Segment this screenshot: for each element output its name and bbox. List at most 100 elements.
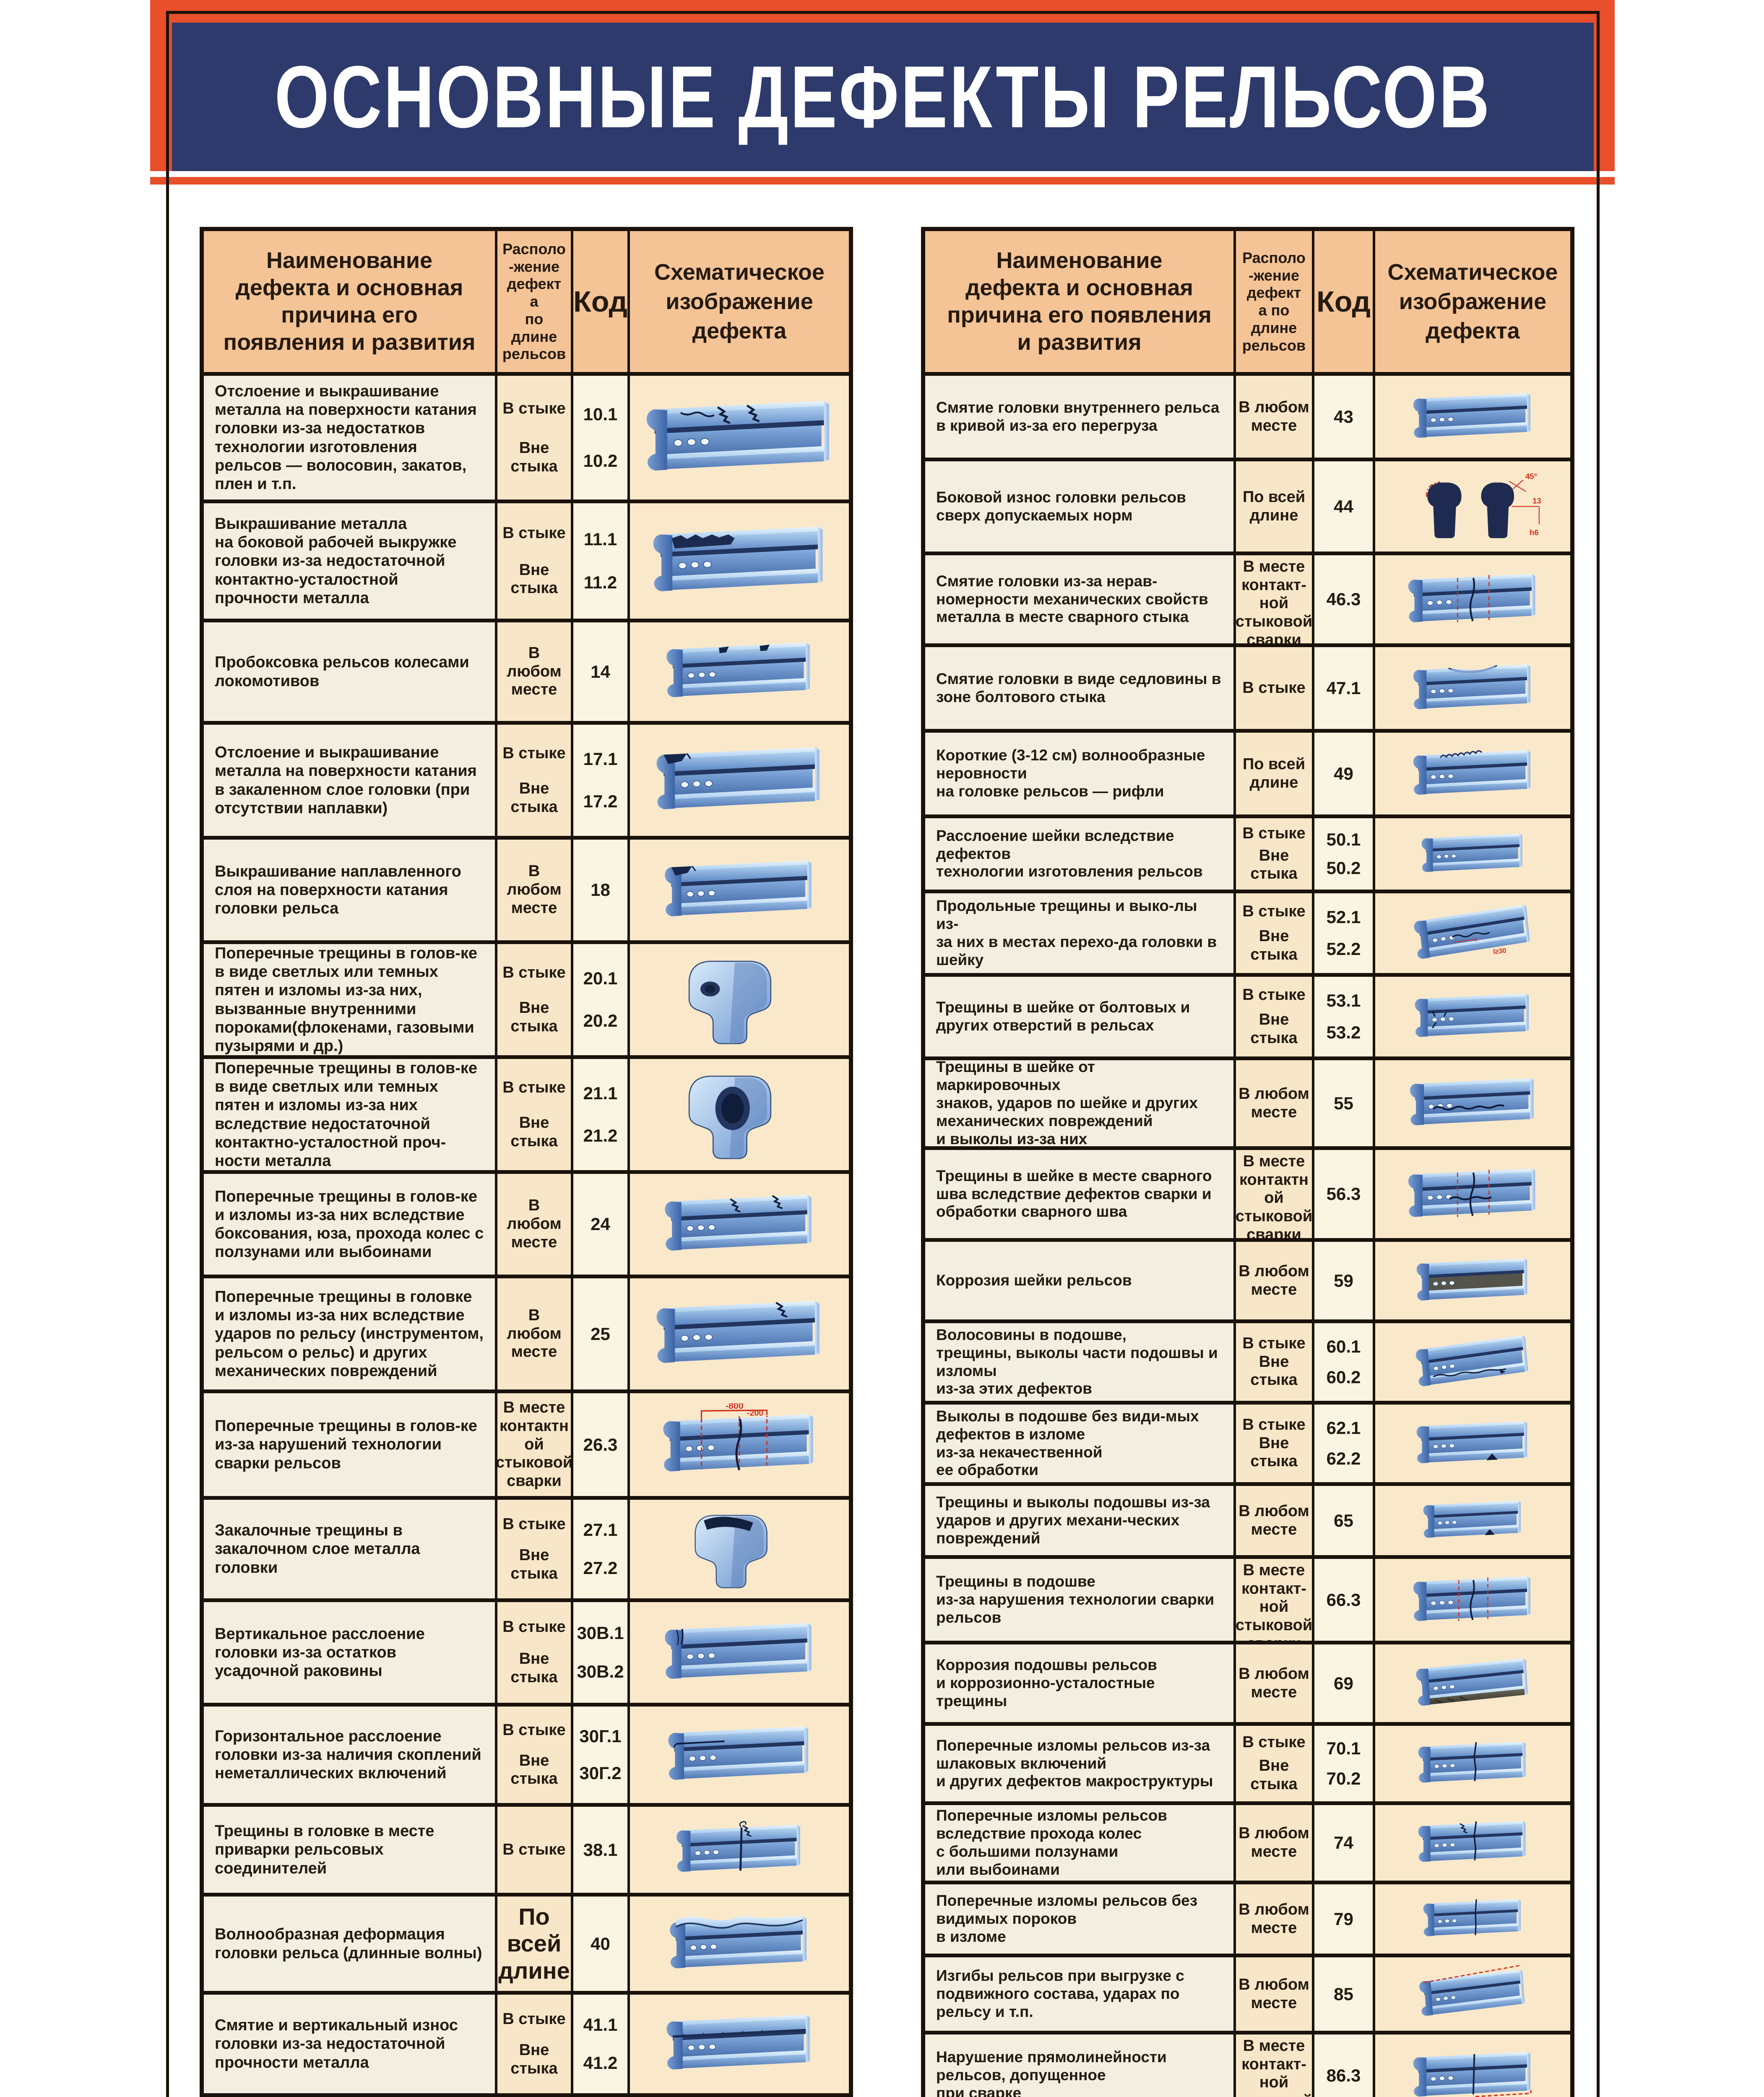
table-row: Смятие головки внутреннего рельса в крив… [925,376,1570,458]
defect-name-cell: Расслоение шейки вследствие дефектов тех… [925,818,1233,890]
table-row: Поперечные трещины в головке и изломы из… [204,1278,849,1389]
defect-location: В месте контакт- ной стыковой сварки [1236,1561,1312,1641]
defect-illustration [665,1194,812,1251]
table-row: Трещины в головке в месте приварки рельс… [204,1807,849,1893]
defect-location: В любом месте [1238,1262,1309,1298]
defect-illustration [1415,1335,1528,1387]
defect-code-cell: 43 [1314,376,1373,458]
svg-text:l≥30: l≥30 [1493,947,1506,956]
defect-name-cell: Изгибы рельсов при выгрузке с подвижного… [925,1957,1233,2031]
defect-code: 49 [1334,763,1353,783]
defect-code: 30В.1 [577,1623,624,1643]
defect-location-cell: В любом месте [1236,1060,1312,1146]
defect-location-cell: В стыке Вне стыка [497,1602,571,1703]
defect-code: 55 [1334,1093,1353,1113]
defect-illustration [656,1301,820,1363]
defect-code: 53.1 [1326,991,1361,1011]
defect-illustration-cell [630,1897,849,1991]
table-rows: Отслоение и выкрашивание металла на пове… [204,376,849,2093]
defect-location: В любом месте [507,1197,562,1251]
defect-location: По всей длине [1242,488,1306,524]
defect-code-cell: 50.1 50.2 [1314,818,1373,890]
defect-illustration-cell [630,944,849,1055]
table-row: Поперечные изломы рельсов из-за шлаковых… [925,1726,1570,1801]
defect-location: Вне стыка [1250,1010,1298,1047]
defect-name-cell: Закалочные трещины в закалочном слое мет… [204,1500,495,1598]
table-row: Горизонтальное расслоение головки из-за … [204,1707,849,1803]
defect-code-cell: 10.1 10.2 [573,376,627,500]
defect-illustration-cell [1375,977,1570,1056]
svg-text:h6: h6 [1530,528,1539,537]
defect-code: 43 [1334,406,1353,427]
defect-code-cell: 40 [573,1897,627,1991]
title-box: ОСНОВНЫЕ ДЕФЕКТЫ РЕЛЬСОВ [172,23,1594,171]
defect-name-cell: Трещины в шейке от маркировочных знаков,… [925,1060,1233,1146]
table-row: Поперечные изломы рельсов вследствие про… [925,1805,1570,1881]
table-row: Изгибы рельсов при выгрузке с подвижного… [925,1957,1570,2031]
defect-illustration-cell [1375,555,1570,643]
defect-location: В стыке [502,1721,566,1739]
defect-name-cell: Горизонтальное расслоение головки из-за … [204,1707,495,1803]
defect-location-cell: В любом месте [1236,1644,1312,1722]
defect-location-cell: В стыке Вне стыка [497,1059,571,1170]
defect-location-cell: В любом месте [497,1174,571,1275]
defect-code: 24 [591,1214,610,1234]
defect-illustration [1421,833,1522,872]
defect-location-cell: В любом месте [1236,1957,1312,2031]
defect-location-cell: В стыке Вне стыка [1236,1405,1312,1482]
page-title: ОСНОВНЫЕ ДЕФЕКТЫ РЕЛЬСОВ [274,47,1491,146]
defect-name-cell: Поперечные изломы рельсов без видимых по… [925,1884,1233,1954]
defect-illustration: 45° 13 h6 [1426,472,1541,539]
defect-code-cell: 66.3 [1314,1559,1373,1641]
defect-illustration-cell [1375,1060,1570,1146]
defect-code-cell: 49 [1314,733,1373,814]
defect-illustration [1419,1965,1525,2016]
defect-code: 85 [1334,1984,1353,2004]
defect-code-cell: 47.1 [1314,647,1373,729]
defect-location: В стыке [502,2010,566,2028]
defect-code-cell: 60.1 60.2 [1314,1323,1373,1401]
defect-illustration-cell: l≥30 [1375,893,1570,973]
defect-code-cell: 74 [1314,1805,1373,1881]
defect-location-cell: В месте контактн ой стыковой сварки [1236,1150,1312,1238]
defect-illustration [666,643,810,697]
table-row: Коррозия подошвы рельсов и коррозионно-у… [925,1644,1570,1722]
defect-name-cell: Поперечные изломы рельсов из-за шлаковых… [925,1726,1233,1801]
defect-name-cell: Поперечные трещины в голов-ке из-за нару… [204,1393,495,1496]
defect-name-cell: Смятие и вертикальный износ головки из-з… [204,1995,495,2093]
svg-text:45°: 45° [1525,472,1537,481]
defect-location: Вне стыка [510,1546,558,1582]
defect-illustration-cell [630,1995,849,2093]
defect-code: 40 [591,1933,610,1954]
defect-location: В любом месте [507,1306,562,1361]
defect-location: В стыке [1242,824,1306,842]
table-row: Трещины в подошве из-за нарушения технол… [925,1559,1570,1641]
defect-location: В любом месте [1238,1900,1309,1937]
defect-name-cell: Короткие (3-12 см) волнообразные неровно… [925,733,1233,814]
defect-code: 46.3 [1326,589,1361,609]
defect-code: 69 [1334,1673,1353,1693]
defect-illustration-cell [630,622,849,721]
table-row: Волосовины в подошве, трещины, выколы ча… [925,1323,1570,1401]
defect-location: В стыке [502,1078,566,1096]
defect-illustration-cell [1375,733,1570,814]
table-row: Поперечные изломы рельсов без видимых по… [925,1884,1570,1954]
defect-code: 62.1 [1326,1418,1361,1438]
defect-location: В месте контакт- ной стыковой сварки [1236,558,1312,643]
defect-illustration-cell: -800 -200 [630,1393,849,1496]
defect-location-cell: В любом месте [1236,1242,1312,1319]
defect-illustration-cell [1375,647,1570,729]
defect-location: Вне стыка [510,779,558,816]
defect-location: Вне стыка [510,439,558,475]
defect-location: В месте контактн ой стыковой сварки [1236,1153,1312,1238]
defect-code-cell: 79 [1314,1884,1373,1954]
defect-location: В стыке [1242,986,1306,1004]
defect-illustration-cell [1375,818,1570,890]
defect-location-cell: В любом месте [1236,376,1312,458]
defect-illustration [653,526,823,591]
defect-illustration [1413,1576,1530,1621]
table-row: Трещины в шейке от маркировочных знаков,… [925,1060,1570,1146]
defect-illustration [689,961,772,1045]
defect-code: 60.2 [1326,1367,1361,1387]
defect-name-cell: Отслоение и выкрашивание металла на пове… [204,725,495,836]
